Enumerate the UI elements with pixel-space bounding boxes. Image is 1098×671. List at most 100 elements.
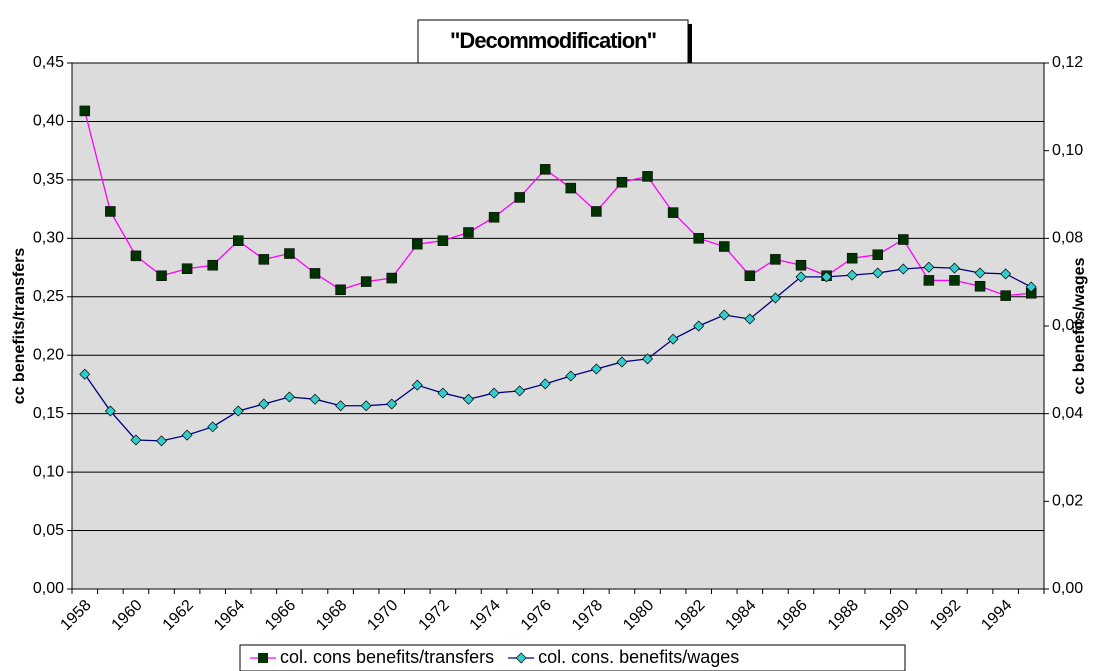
data-point bbox=[181, 429, 193, 441]
title-box bbox=[417, 19, 689, 64]
data-point bbox=[130, 434, 142, 446]
x-tick-label: 1958 bbox=[57, 597, 94, 634]
legend: col. cons benefits/transfers col. cons. b… bbox=[239, 644, 906, 671]
data-point bbox=[463, 227, 474, 238]
data-point bbox=[335, 284, 346, 296]
data-point bbox=[360, 276, 372, 287]
data-point bbox=[616, 356, 628, 368]
y-tick-label: 0,15 bbox=[33, 405, 64, 422]
data-point bbox=[156, 435, 168, 447]
data-point bbox=[872, 249, 883, 260]
y2-tick-label: 0,04 bbox=[1052, 405, 1083, 422]
data-point bbox=[923, 275, 935, 286]
data-point bbox=[386, 398, 398, 410]
data-point bbox=[181, 263, 193, 274]
data-point bbox=[462, 393, 474, 405]
data-point bbox=[898, 234, 909, 245]
y2-tick-label: 0,02 bbox=[1052, 493, 1083, 510]
data-point bbox=[79, 105, 91, 117]
data-point bbox=[1000, 290, 1011, 301]
x-tick-label: 1986 bbox=[774, 597, 811, 634]
data-point bbox=[1025, 281, 1037, 293]
data-point bbox=[309, 393, 321, 405]
data-point bbox=[258, 254, 270, 265]
y-axis-label: cc benefits/transfers bbox=[11, 248, 28, 405]
data-point bbox=[437, 387, 449, 399]
x-tick-label: 1966 bbox=[262, 597, 299, 634]
data-point bbox=[591, 206, 602, 217]
data-point bbox=[744, 313, 756, 325]
data-point bbox=[744, 270, 756, 281]
data-point bbox=[719, 241, 730, 252]
data-point bbox=[105, 206, 116, 217]
y2-tick-label: 0,10 bbox=[1052, 142, 1083, 159]
data-point bbox=[104, 405, 116, 417]
legend-marker bbox=[258, 653, 268, 663]
data-point bbox=[386, 272, 397, 284]
y2-tick-label: 0,08 bbox=[1052, 230, 1083, 247]
data-point bbox=[539, 378, 551, 390]
data-point bbox=[923, 261, 935, 273]
legend-label: col. cons. benefits/wages bbox=[538, 647, 739, 667]
data-point bbox=[1000, 268, 1012, 280]
y-tick-label: 0,30 bbox=[33, 230, 64, 247]
y-tick-label: 0,25 bbox=[33, 288, 64, 305]
y-tick-label: 0,35 bbox=[33, 171, 64, 188]
data-point bbox=[412, 238, 423, 250]
data-point bbox=[79, 368, 91, 380]
data-point bbox=[949, 275, 960, 286]
legend-box bbox=[239, 644, 906, 671]
data-point bbox=[693, 233, 704, 244]
data-point bbox=[565, 182, 577, 194]
x-tick-label: 1994 bbox=[978, 597, 1015, 634]
x-tick-label: 1976 bbox=[518, 597, 555, 634]
data-point bbox=[590, 363, 602, 375]
y-tick-label: 0,00 bbox=[33, 580, 64, 597]
data-point bbox=[514, 385, 526, 397]
x-tick-label: 1974 bbox=[467, 597, 504, 634]
data-point bbox=[488, 387, 500, 399]
data-point bbox=[795, 259, 807, 271]
data-point bbox=[488, 212, 500, 223]
data-point bbox=[437, 235, 449, 246]
data-point bbox=[309, 268, 321, 279]
data-point bbox=[335, 400, 347, 412]
x-tick-label: 1992 bbox=[927, 597, 964, 634]
y2-tick-label: 0,06 bbox=[1052, 317, 1083, 334]
data-point bbox=[974, 281, 986, 292]
data-point bbox=[821, 271, 833, 283]
data-point bbox=[795, 271, 807, 283]
data-point bbox=[846, 269, 858, 281]
y-tick-label: 0,10 bbox=[33, 463, 64, 480]
data-point bbox=[232, 405, 244, 417]
data-point bbox=[642, 171, 653, 182]
data-point bbox=[514, 192, 525, 203]
legend-marker bbox=[515, 652, 527, 664]
y-tick-label: 0,20 bbox=[33, 346, 64, 363]
x-tick-label: 1968 bbox=[313, 597, 350, 634]
y2-tick-label: 0,12 bbox=[1052, 54, 1083, 71]
x-tick-label: 1962 bbox=[160, 597, 197, 634]
data-point bbox=[233, 235, 244, 246]
data-point bbox=[846, 252, 858, 264]
data-point bbox=[897, 263, 909, 275]
data-point bbox=[693, 320, 705, 332]
x-tick-label: 1964 bbox=[211, 597, 248, 634]
x-tick-label: 1980 bbox=[620, 597, 657, 634]
data-point bbox=[565, 370, 577, 382]
y2-tick-label: 0,00 bbox=[1052, 580, 1083, 597]
plot-area bbox=[72, 63, 1044, 589]
legend-label: col. cons benefits/transfers bbox=[280, 647, 494, 667]
x-tick-label: 1978 bbox=[569, 597, 606, 634]
chart-title: "Decommodification" bbox=[450, 28, 656, 53]
data-point bbox=[539, 164, 551, 175]
data-point bbox=[616, 176, 628, 188]
x-tick-label: 1984 bbox=[722, 597, 759, 634]
data-point bbox=[411, 379, 423, 391]
y2-axis-label: cc benefits/wages bbox=[1071, 257, 1088, 394]
data-point bbox=[207, 259, 218, 271]
data-point bbox=[207, 421, 219, 433]
data-point bbox=[130, 250, 142, 262]
data-point bbox=[284, 248, 295, 259]
